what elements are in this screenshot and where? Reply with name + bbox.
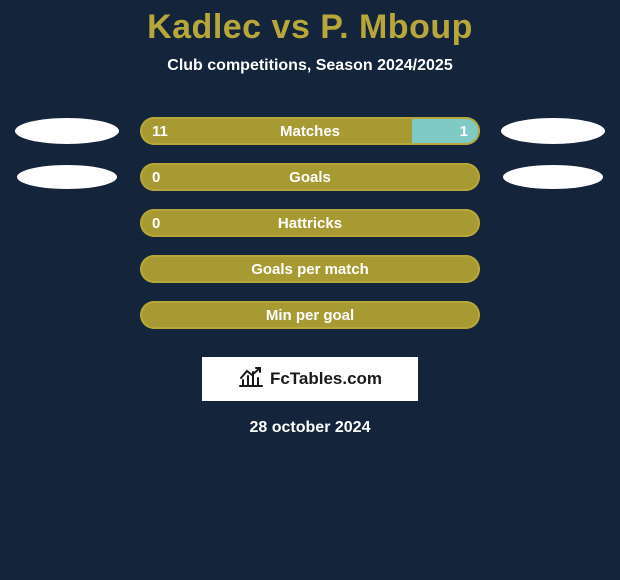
comparison-infographic: Kadlec vs P. Mboup Club competitions, Se… [0,0,620,580]
stat-label: Matches [140,123,480,140]
brand-chart-icon [238,366,264,393]
bars-area: Matches111Goals0Hattricks0Goals per matc… [0,117,620,329]
stat-bar: Min per goal [140,301,480,329]
stat-label: Hattricks [140,215,480,232]
stat-value-right: 1 [460,123,468,140]
brand-badge: FcTables.com [202,357,418,401]
stat-bar: Matches111 [140,117,480,145]
stat-label: Min per goal [140,307,480,324]
stat-bar: Hattricks0 [140,209,480,237]
player-left-ellipse [15,118,119,144]
stat-row: Goals per match [0,255,620,283]
player-left-ellipse [17,165,117,189]
stat-label: Goals per match [140,261,480,278]
brand-text: FcTables.com [270,369,382,389]
stat-bar: Goals per match [140,255,480,283]
player-right-ellipse [501,118,605,144]
stat-row: Min per goal [0,301,620,329]
stat-row: Goals0 [0,163,620,191]
page-title: Kadlec vs P. Mboup [0,0,620,47]
stat-row: Hattricks0 [0,209,620,237]
player-right-ellipse [503,165,603,189]
stat-value-left: 0 [152,169,160,186]
stat-value-left: 11 [152,123,168,140]
page-subtitle: Club competitions, Season 2024/2025 [0,57,620,75]
stat-value-left: 0 [152,215,160,232]
stat-label: Goals [140,169,480,186]
date-text: 28 october 2024 [0,419,620,437]
stat-bar: Goals0 [140,163,480,191]
stat-row: Matches111 [0,117,620,145]
